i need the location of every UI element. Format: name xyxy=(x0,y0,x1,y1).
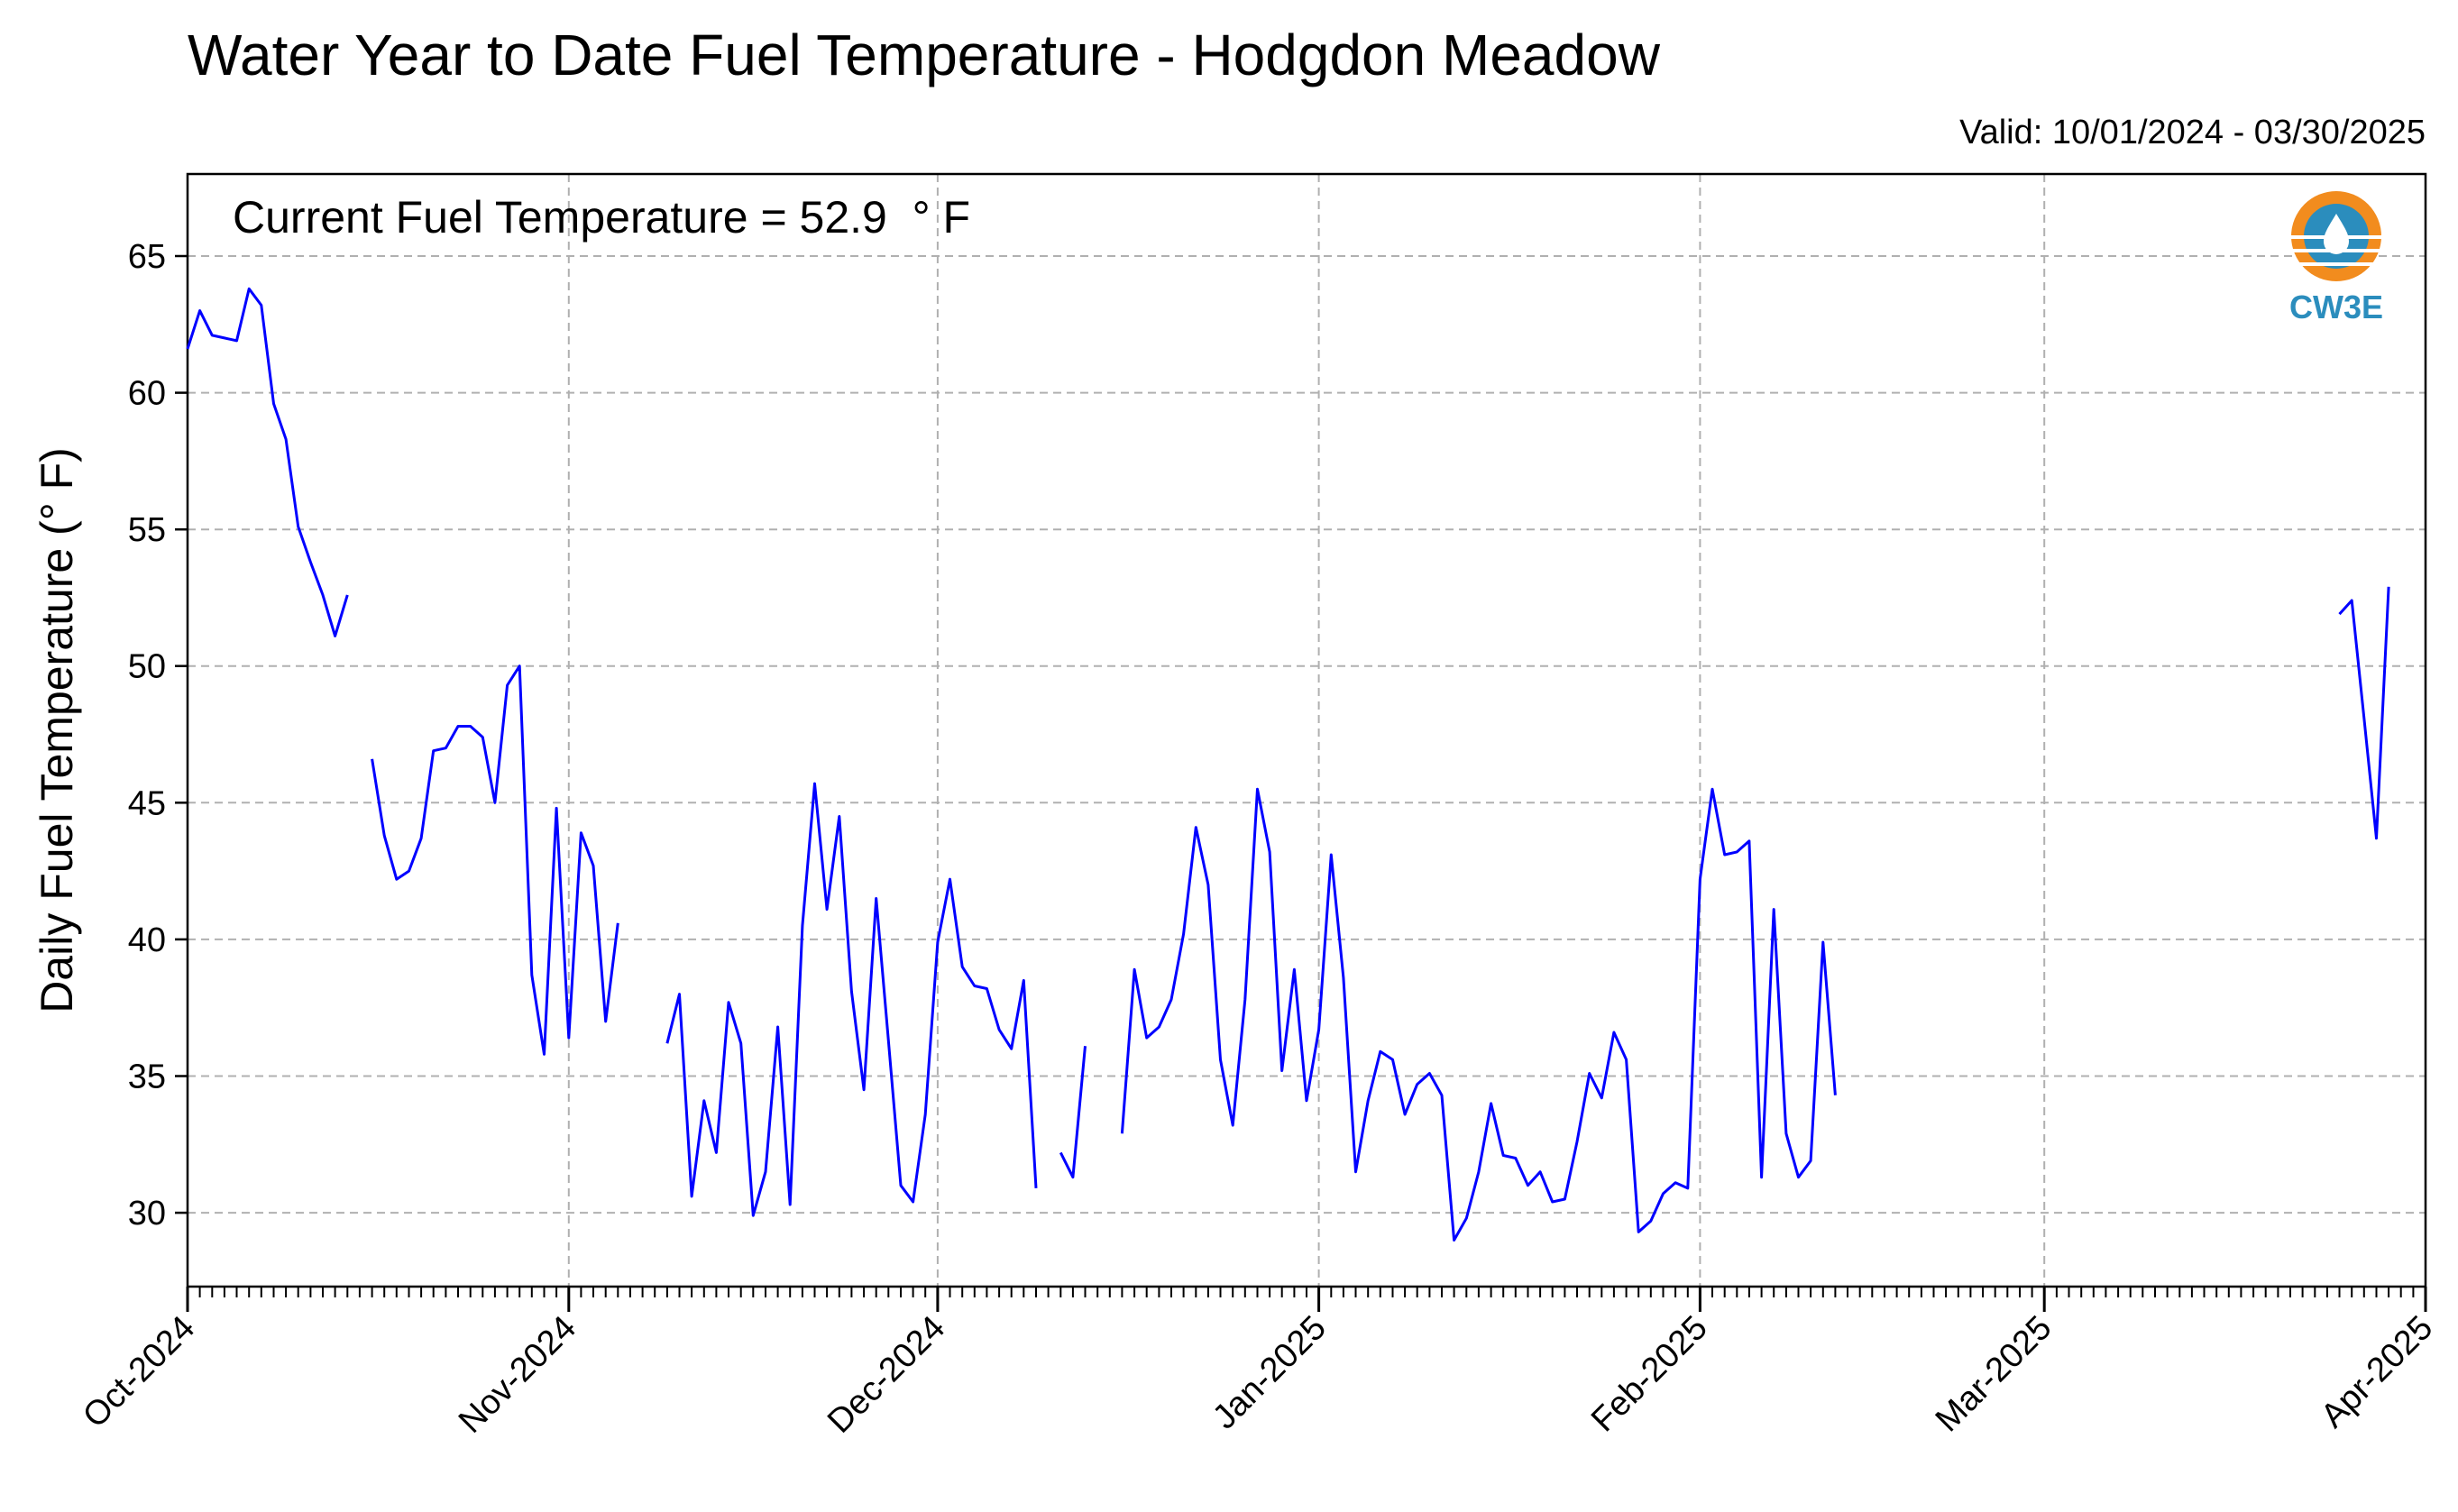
current-fuel-temperature-annotation: Current Fuel Temperature = 52.9 ° F xyxy=(233,192,970,243)
y-tick-label: 60 xyxy=(128,375,166,413)
y-tick-label: 65 xyxy=(128,238,166,276)
y-tick-label: 30 xyxy=(128,1195,166,1233)
y-tick-label: 55 xyxy=(128,511,166,549)
fuel-temperature-line-segment xyxy=(665,782,1038,1217)
water-drop-icon xyxy=(2324,214,2349,254)
y-tick-label: 50 xyxy=(128,648,166,686)
y-tick-labels: 30 35 40 45 50 55 60 65 xyxy=(128,238,166,1233)
y-tick-label: 40 xyxy=(128,921,166,959)
data-series-layer xyxy=(186,287,2390,1242)
chart-subtitle: Valid: 10/01/2024 - 03/30/2025 xyxy=(1959,114,2426,151)
fuel-temperature-line-segment xyxy=(186,287,349,637)
logo-text: CW3E xyxy=(2289,289,2383,325)
fuel-temperature-line-segment xyxy=(371,664,619,1056)
y-tick-label: 45 xyxy=(128,784,166,822)
fuel-temperature-line-segment xyxy=(1059,1046,1087,1179)
cw3e-logo: CW3E xyxy=(2289,191,2383,325)
y-axis-label: Daily Fuel Temperature (° F) xyxy=(32,447,82,1013)
fuel-temperature-line-segment xyxy=(2338,586,2390,840)
chart-title: Water Year to Date Fuel Temperature - Ho… xyxy=(188,23,1661,87)
y-tick-label: 35 xyxy=(128,1058,166,1096)
fuel-temperature-line-segment xyxy=(1120,787,1837,1242)
axis-ticks xyxy=(175,254,2427,1312)
